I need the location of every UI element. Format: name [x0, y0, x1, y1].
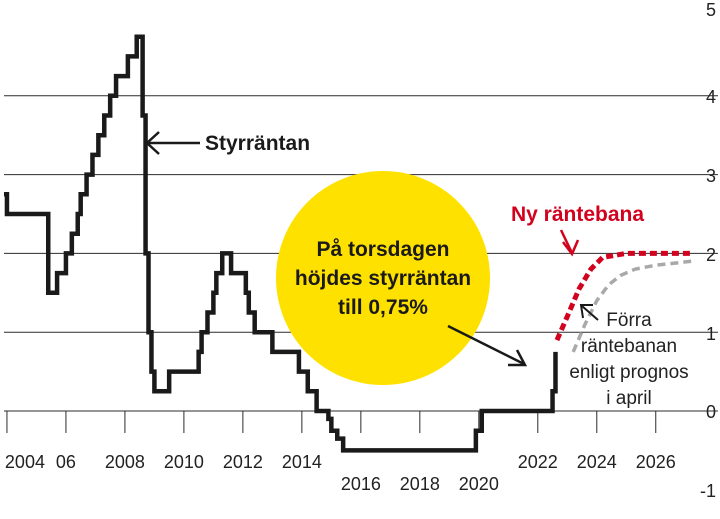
x-tick-label: 2010 [164, 452, 204, 472]
styrrantan-label: Styrräntan [205, 132, 310, 155]
bubble-line-2: höjdes styrräntan [295, 267, 471, 290]
y-axis-ticks: 5 4 3 2 1 0 -1 [700, 0, 716, 501]
x-tick-label: 2020 [459, 474, 499, 494]
y-tick-label: 0 [706, 402, 716, 422]
x-tick-label: 2016 [341, 474, 381, 494]
bubble-circle [276, 171, 490, 385]
series-line-styrrantan [4, 34, 558, 453]
styrrantan-annotation: Styrräntan [145, 131, 310, 155]
series-line-forra-rantebanan [571, 259, 692, 353]
y-tick-label: 2 [706, 245, 716, 265]
y-tick-label: 1 [706, 324, 716, 344]
x-tick-label: 2018 [400, 474, 440, 494]
x-tick-label: 2014 [282, 452, 322, 472]
forra-label-line-1: Förra [606, 310, 652, 331]
x-tick-label: 2026 [636, 452, 676, 472]
series-lines [4, 34, 692, 453]
x-axis-ticks: 2004 06 2008 2010 2012 2014 2022 2024 2026 2016 20… [5, 411, 676, 494]
forra-rantebanan-annotation: Förra räntebanan enligt prognos i april [569, 304, 689, 409]
annotation-bubble: På torsdagen höjdes styrräntan till 0,75… [276, 171, 490, 385]
x-tick-label: 2012 [223, 452, 263, 472]
forra-label-line-2: räntebanan [581, 336, 677, 357]
forra-label-line-4: i april [606, 388, 651, 409]
y-tick-label: 4 [706, 87, 716, 107]
ny-rantebana-annotation: Ny räntebana [511, 203, 644, 257]
y-tick-label: 3 [706, 166, 716, 186]
forra-label-line-3: enligt prognos [569, 362, 688, 383]
x-tick-label: 2004 [5, 452, 45, 472]
bubble-line-3: till 0,75% [338, 296, 428, 319]
y-tick-label: -1 [700, 481, 716, 501]
x-tick-label: 2024 [577, 452, 617, 472]
x-tick-label: 06 [56, 452, 76, 472]
series-line-ny-rantebana [554, 250, 692, 342]
ny-rantebana-label: Ny räntebana [511, 203, 644, 226]
x-tick-label: 2008 [105, 452, 145, 472]
y-tick-label: 5 [706, 0, 716, 20]
bubble-line-1: På torsdagen [316, 238, 449, 261]
bubble-arrow [447, 324, 528, 367]
x-tick-label: 2022 [518, 452, 558, 472]
